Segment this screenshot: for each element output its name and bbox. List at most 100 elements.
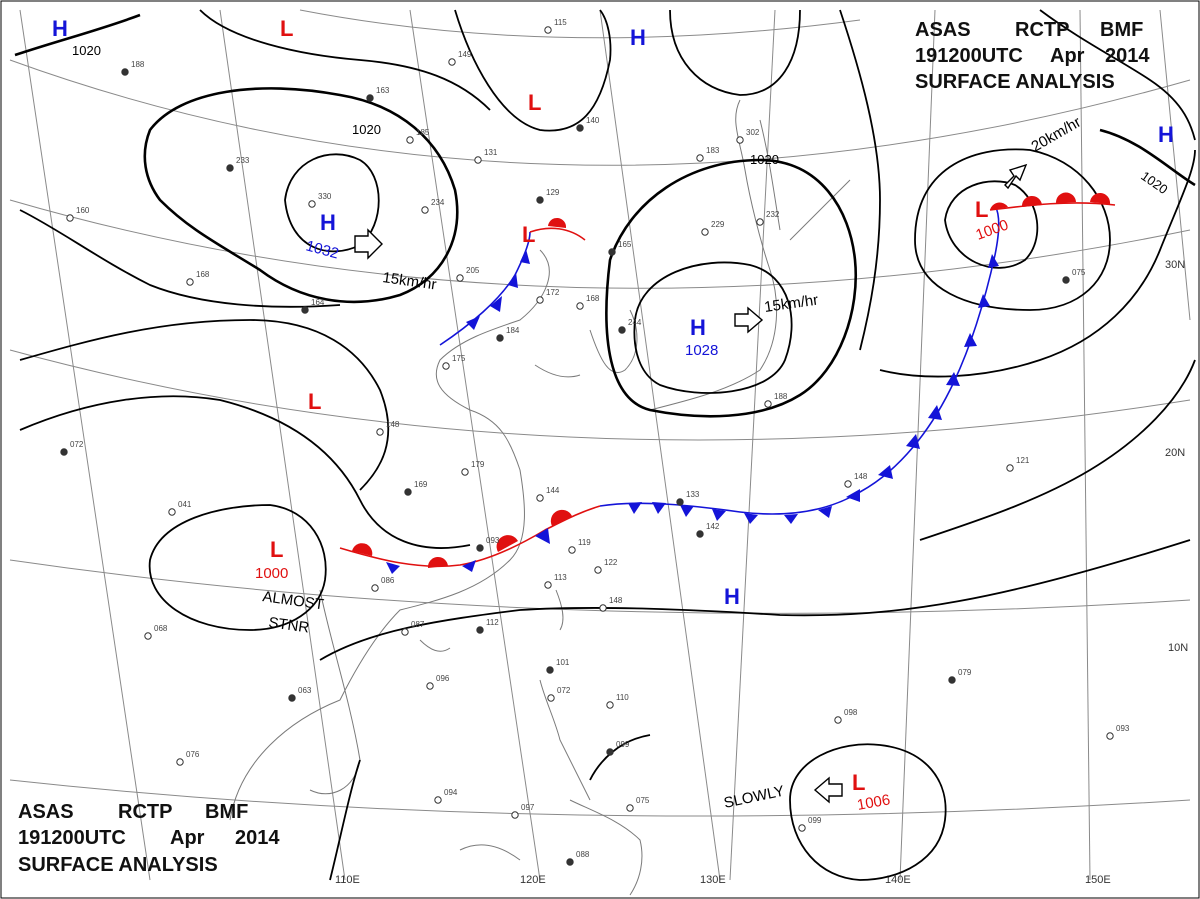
isobar-west1 [19,319,390,491]
station-marker [66,214,74,222]
station-pressure: 112 [486,618,499,627]
cold-pip-e3 [680,505,694,517]
isobar-low-1032 [284,153,380,253]
isobar-label-nw: 1020 [72,43,101,58]
motion-arrows [354,163,1028,804]
station-pressure: 330 [318,192,332,201]
meridian-160e [1159,9,1191,321]
center-l-1: L [280,16,293,41]
cold-front-north-pip-3 [508,272,518,288]
station-pressure: 119 [578,538,591,547]
warm-front-north-bump [548,217,567,228]
isobar-sw-low [148,504,327,631]
station-marker [476,544,484,552]
annotation-line1: ALMOST [261,588,324,613]
station-marker [474,156,482,164]
cold-pip-e8 [846,489,860,502]
warm-front-north [529,227,586,241]
header-top-agency: ASAS [915,19,971,41]
warm-bump-e2 [1055,192,1076,203]
station-pressure: 098 [844,708,858,717]
station-marker [544,26,552,34]
station-pressure: 172 [546,288,560,297]
station-marker [456,274,464,282]
station-marker [536,296,544,304]
coast-korea [589,309,638,373]
cold-pip-e7 [818,506,832,518]
center-l-kuril: L [975,197,988,222]
cold-pip-e4 [712,509,726,521]
station-pressure: 075 [636,796,650,805]
station-plots: 188 115 149 163 185 131 140 183 302 233 330 234 129 2… [60,18,1130,866]
station-marker [834,716,842,724]
station-marker [701,228,709,236]
station-marker [401,628,409,636]
station-pressure: 234 [431,198,445,207]
lon-label-140e: 140E [885,874,911,886]
station-pressure: 122 [604,558,618,567]
station-marker [547,694,555,702]
warm-bump-1 [352,543,373,556]
coast-mindanao [569,799,643,896]
warm-front-east [989,202,1116,211]
station-pressure: 205 [466,266,480,275]
center-l-2: L [528,90,541,115]
station-pressure: 169 [414,480,428,489]
station-marker [404,488,412,496]
warm-bump-3 [496,535,518,552]
isobar-east1 [879,149,1196,378]
cold-pip-w1 [386,562,400,574]
station-pressure: 148 [854,472,868,481]
warm-bump-2 [427,556,448,568]
station-marker [421,206,429,214]
station-pressure: 063 [298,686,312,695]
warm-bump-e0 [990,202,1008,210]
cold-pip-e11 [928,405,942,420]
station-pressure: 160 [76,206,90,215]
station-pressure: 113 [554,573,567,582]
cold-pip-e15 [988,254,999,268]
isobar-lower2 [19,395,471,549]
front-main-east [599,204,1000,515]
center-l-south-value: 1006 [856,791,892,814]
header-top-year: 2014 [1105,45,1150,67]
station-marker [546,666,554,674]
isobar-luzon [329,759,361,881]
lon-label-120e: 120E [520,874,546,886]
station-marker [576,124,584,132]
station-marker [948,676,956,684]
header-bottom-station: RCTP [118,801,172,823]
cold-pip-e12 [946,372,960,386]
station-pressure: 179 [471,460,485,469]
station-marker [1006,464,1014,472]
isobar-1020-nw [14,13,141,57]
station-pressure: 165 [618,240,632,249]
isobar-1020-kuril [1099,128,1196,187]
station-pressure: 076 [186,750,200,759]
lon-label-130e: 130E [700,874,726,886]
graticule-labels: 110E 120E 130E 140E 150E 30N 20N 10N [335,259,1188,886]
meridian-100e [19,9,151,881]
center-h-1028-value: 1028 [685,342,718,359]
isobar-labels: 1020 1020 1020 1020 [72,43,1171,197]
parallel-0 [9,779,1191,817]
isobar-north2 [454,9,612,132]
warm-bump-e1 [1021,195,1042,207]
isobar-label-siberia: 1020 [352,122,381,137]
station-pressure: 232 [766,210,780,219]
station-marker [288,694,296,702]
center-h-0: H [52,16,68,41]
station-marker [144,632,152,640]
cold-pip-e14 [978,294,990,308]
header-top-type: BMF [1100,19,1143,41]
coast-kuril [789,179,851,241]
motion-arrow-kuril [1004,163,1028,190]
station-marker [606,748,614,756]
motion-arrow-1032 [354,228,383,260]
station-marker [442,362,450,370]
header-bottom-time: 191200UTC [18,827,126,849]
station-pressure: 101 [556,658,570,667]
cold-pip-e13 [964,333,977,347]
station-pressure: 140 [586,116,600,125]
